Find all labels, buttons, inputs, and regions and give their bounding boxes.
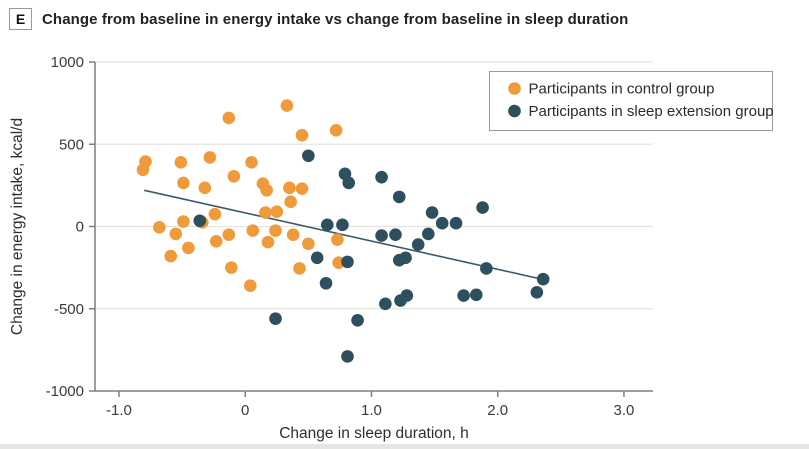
data-point-control (208, 207, 222, 221)
data-point-sleep-extension (469, 288, 483, 302)
y-tick-label: 0 (76, 219, 84, 236)
data-point-sleep-extension (476, 201, 489, 214)
data-point-control (174, 156, 188, 169)
y-tick-label: 500 (59, 136, 84, 153)
y-tick-label: -1000 (46, 383, 84, 400)
data-point-sleep-extension (375, 229, 388, 242)
x-tick-label: 1.0 (361, 402, 382, 419)
x-axis-title: Change in sleep duration, h (279, 425, 469, 442)
data-point-sleep-extension (449, 216, 463, 230)
legend-box (489, 71, 773, 131)
data-point-control (295, 128, 309, 142)
y-axis-title: Change in energy intake, kcal/d (9, 118, 26, 335)
legend-label: Participants in control group (529, 81, 715, 98)
y-tick-label: 1000 (51, 54, 84, 71)
data-point-control (169, 227, 183, 241)
data-point-control (280, 99, 294, 112)
figure-header: E Change from baseline in energy intake … (9, 8, 628, 30)
data-point-control (164, 249, 178, 263)
data-point-control (209, 235, 223, 248)
data-point-sleep-extension (400, 289, 414, 302)
x-tick-label: 3.0 (614, 402, 635, 419)
data-point-control (283, 181, 296, 195)
data-point-control (136, 163, 150, 177)
x-tick-label: 2.0 (487, 402, 508, 419)
data-point-sleep-extension (530, 286, 544, 299)
data-point-sleep-extension (379, 297, 392, 311)
panel-letter-badge: E (9, 8, 32, 30)
data-point-sleep-extension (193, 214, 207, 228)
y-tick-label: -500 (54, 301, 84, 318)
data-point-sleep-extension (269, 312, 282, 325)
data-point-control (182, 241, 195, 255)
data-point-sleep-extension (310, 251, 324, 265)
data-point-control (203, 151, 217, 164)
data-point-sleep-extension (341, 350, 354, 363)
data-point-sleep-extension (435, 216, 449, 230)
data-point-control (153, 221, 166, 234)
data-point-sleep-extension (342, 176, 356, 190)
data-point-control (329, 123, 343, 137)
trend-line (144, 189, 544, 281)
data-point-sleep-extension (351, 313, 364, 327)
data-point-sleep-extension (425, 206, 439, 219)
data-point-control (261, 235, 275, 249)
data-point-sleep-extension (375, 170, 388, 184)
data-point-control (260, 184, 273, 197)
data-point-control (284, 195, 297, 209)
figure-bottom-border (0, 444, 809, 449)
data-point-control (293, 262, 306, 275)
data-point-sleep-extension (480, 262, 493, 275)
data-point-control (198, 181, 212, 195)
data-point-sleep-extension (341, 255, 354, 269)
data-point-control (269, 224, 282, 237)
data-point-control (270, 205, 284, 218)
data-point-sleep-extension (399, 251, 412, 265)
data-point-control (222, 111, 236, 125)
data-point-control (243, 279, 257, 293)
data-point-control (245, 156, 258, 169)
data-point-sleep-extension (319, 276, 333, 290)
figure-title: Change from baseline in energy intake vs… (42, 10, 629, 28)
data-point-sleep-extension (411, 238, 425, 251)
data-point-sleep-extension (320, 218, 334, 232)
data-point-control (302, 237, 315, 251)
legend-label: Participants in sleep extension group (529, 103, 774, 120)
data-point-sleep-extension (536, 272, 550, 286)
data-point-control (286, 228, 300, 242)
data-point-control (225, 261, 238, 274)
data-point-control (259, 206, 272, 219)
data-point-control (246, 224, 260, 237)
data-point-control (177, 215, 190, 228)
x-tick-label: -1.0 (106, 402, 132, 419)
data-point-control (227, 170, 241, 183)
data-point-control (222, 228, 236, 242)
data-point-control (295, 182, 309, 195)
data-point-sleep-extension (457, 289, 470, 302)
data-point-control (331, 233, 344, 246)
data-point-sleep-extension (421, 227, 435, 241)
data-point-sleep-extension (336, 218, 349, 232)
legend-dot-control (508, 82, 521, 95)
data-point-control (177, 176, 190, 190)
x-tick-label: 0 (241, 402, 249, 419)
data-point-sleep-extension (389, 228, 402, 242)
legend-dot-sleep-extension (508, 104, 521, 118)
data-point-sleep-extension (302, 149, 315, 163)
data-point-sleep-extension (392, 190, 406, 204)
